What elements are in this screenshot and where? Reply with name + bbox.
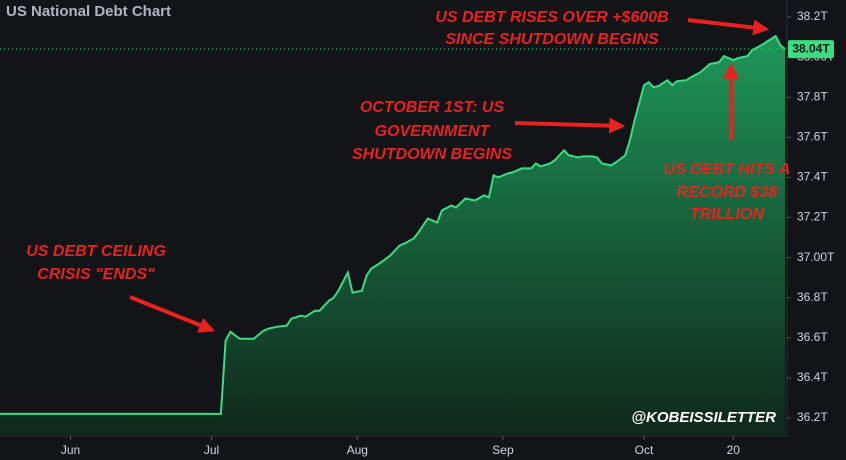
x-tick-label: Sep [492, 443, 514, 457]
x-tick-label: Oct [635, 443, 654, 457]
y-tick-label: 36.2T [797, 410, 828, 424]
x-tick-label: Aug [347, 443, 368, 457]
x-tick-label: Jul [204, 443, 219, 457]
current-label: 38.04T [792, 41, 830, 55]
y-tick-label: 36.8T [797, 290, 828, 304]
current-label-box [788, 40, 834, 59]
watermark: @KOBEISSILETTER [631, 409, 776, 426]
y-tick-label: 37.4T [797, 170, 828, 184]
y-tick-label: 37.6T [797, 129, 828, 143]
y-tick-label: 37.00T [797, 250, 835, 264]
arrow [514, 117, 626, 134]
annotation: US DEBT RISES OVER +$600B [435, 9, 668, 26]
annotation: TRILLION [690, 206, 764, 223]
annotation: SHUTDOWN BEGINS [352, 146, 512, 163]
annotation: SINCE SHUTDOWN BEGINS [445, 31, 659, 48]
y-tick-label: 37.2T [797, 210, 828, 224]
arrows [129, 18, 770, 333]
arrow [687, 18, 770, 36]
annotation: CRISIS "ENDS" [37, 266, 155, 283]
line [0, 34, 786, 415]
y-tick-label: 36.6T [797, 330, 828, 344]
annotation: OCTOBER 1ST: US [360, 99, 505, 116]
y-tick-label: 38.2T [797, 9, 828, 23]
x-tick-label: 20 [727, 443, 741, 457]
arrow [129, 295, 215, 333]
annotation: RECORD $38 [677, 184, 778, 201]
chart-title: US National Debt Chart [6, 3, 171, 20]
x-tick-label: Jun [61, 443, 80, 457]
annotation: GOVERNMENT [375, 123, 491, 140]
y-tick-label: 36.4T [797, 370, 828, 384]
area [0, 36, 785, 436]
y-tick-label: 37.8T [797, 89, 828, 103]
annotation: US DEBT CEILING [26, 243, 166, 260]
annotation: US DEBT HITS A [664, 161, 791, 178]
